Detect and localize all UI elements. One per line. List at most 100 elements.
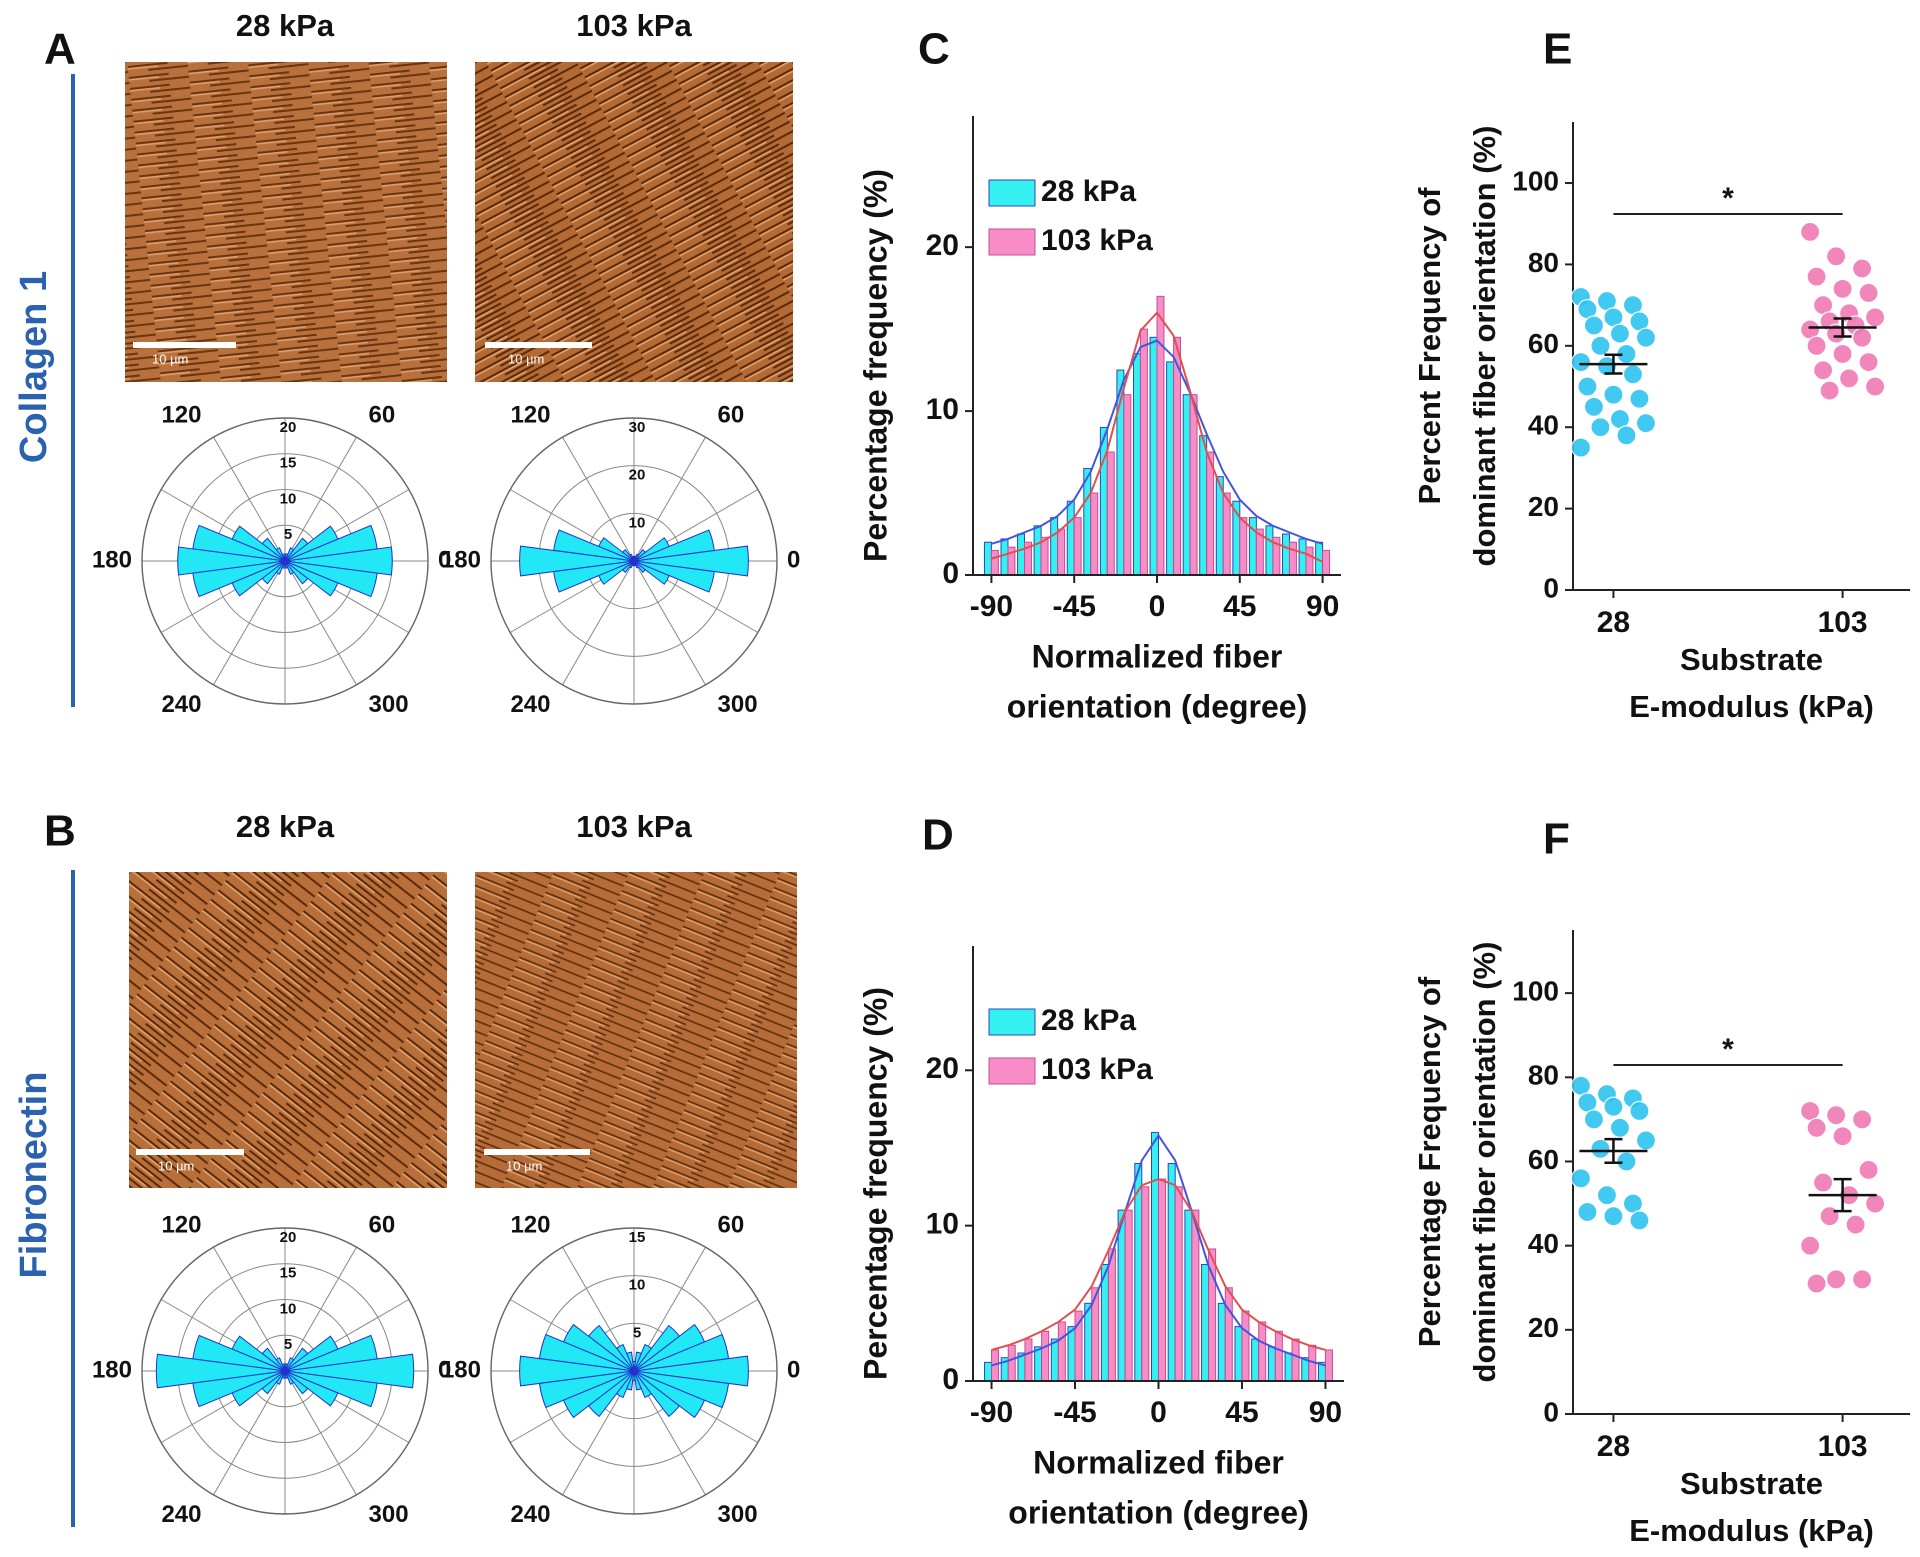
rose-petal	[626, 1370, 635, 1391]
outer-ring	[141, 417, 429, 705]
bar	[1149, 336, 1158, 576]
rose-petal	[261, 560, 286, 585]
bar	[1073, 517, 1082, 576]
row-label: Fibronectin	[13, 1072, 55, 1279]
bar	[1139, 328, 1148, 576]
rose-petal	[633, 545, 749, 577]
data-point	[1577, 1201, 1598, 1223]
theta-label: 240	[510, 691, 550, 718]
bar	[1117, 1209, 1126, 1382]
x-tick-label: -45	[1053, 1396, 1096, 1429]
data-point	[1858, 282, 1879, 304]
rose-petal	[177, 546, 286, 576]
data-point	[1616, 1151, 1637, 1172]
scale-bar-label: 10 µm	[152, 351, 188, 366]
outer-ring	[141, 1227, 429, 1515]
legend-label: 103 kPa	[1041, 1053, 1153, 1086]
bar	[1150, 1131, 1160, 1382]
theta-label: 60	[718, 402, 745, 429]
scale-bar-label: 10 µm	[508, 351, 544, 366]
data-point	[1577, 376, 1598, 397]
data-point	[1832, 278, 1853, 299]
micrograph: 10 µm	[125, 62, 447, 382]
rose-petal	[284, 1357, 295, 1372]
bar	[1258, 1321, 1267, 1382]
chart-title: 103 kPa	[576, 8, 692, 43]
rose-petal	[633, 1323, 706, 1372]
spoke	[562, 560, 635, 686]
data-point	[1635, 413, 1657, 434]
bar	[1041, 1330, 1050, 1382]
bar	[1024, 1338, 1033, 1382]
bar	[1166, 361, 1175, 576]
bar	[1083, 467, 1092, 576]
data-point	[1799, 1235, 1821, 1256]
bar	[1106, 451, 1115, 576]
theta-label: 0	[787, 1356, 800, 1383]
legend-swatch	[988, 1008, 1036, 1036]
data-point	[1583, 1109, 1605, 1130]
data-point	[1570, 352, 1592, 373]
x-tick-label: 103	[1818, 606, 1868, 639]
data-point	[1851, 1269, 1873, 1290]
x-tick-label: 103	[1818, 1430, 1868, 1463]
r-tick-label: 15	[280, 455, 297, 472]
r-tick-label: 5	[633, 1324, 641, 1341]
rose-petal	[261, 1370, 286, 1395]
bar	[1067, 1326, 1076, 1382]
fit-line	[991, 1133, 1326, 1367]
x-tick-label: 28	[1597, 1430, 1630, 1463]
bar	[1040, 536, 1049, 576]
data-point	[1845, 1214, 1866, 1235]
data-point	[1629, 1100, 1650, 1122]
y-tick-label: 20	[1528, 491, 1559, 522]
r-tick-label: 10	[280, 1300, 297, 1317]
rose-petal	[633, 1324, 681, 1372]
micrograph: 10 µm	[129, 872, 447, 1188]
y-axis-label: dominant fiber orientation (%)	[1467, 126, 1502, 567]
fit-line	[991, 339, 1323, 545]
rose-petal	[284, 525, 339, 562]
x-tick-label: 28	[1597, 606, 1630, 639]
y-tick-label: 40	[1528, 1228, 1559, 1259]
x-axis-label: orientation (degree)	[1008, 1494, 1308, 1530]
theta-label: 0	[787, 546, 800, 573]
data-point	[1819, 380, 1840, 401]
bar	[1241, 1310, 1250, 1382]
data-point	[1577, 1092, 1598, 1113]
data-point	[1825, 1105, 1847, 1126]
data-point	[1583, 396, 1605, 417]
data-point	[1806, 335, 1827, 356]
r-tick-label: 5	[284, 1336, 292, 1353]
rose-petal	[553, 560, 635, 593]
r-tick-label: 20	[280, 1229, 297, 1246]
y-tick-label: 0	[942, 557, 959, 590]
bar	[1124, 1209, 1133, 1382]
rose-petal	[562, 1370, 635, 1419]
r-tick-label: 30	[629, 419, 646, 436]
theta-label: 0	[438, 546, 451, 573]
theta-label: 180	[441, 546, 481, 573]
bar	[1084, 1302, 1093, 1382]
x-tick-label: 45	[1225, 1396, 1258, 1429]
bar	[1033, 525, 1042, 576]
data-point	[1832, 1126, 1853, 1147]
error-bar	[1604, 1137, 1623, 1164]
fit-line	[991, 1177, 1326, 1351]
x-tick-label: 45	[1223, 590, 1256, 623]
data-point	[1864, 307, 1886, 328]
rose-petal	[633, 529, 715, 562]
spoke	[633, 436, 706, 562]
y-tick-label: 60	[1528, 328, 1559, 359]
error-bar	[1833, 317, 1852, 338]
bar	[1141, 1186, 1150, 1382]
bar	[1239, 517, 1248, 576]
data-point	[1806, 266, 1827, 287]
theta-label: 120	[161, 402, 201, 429]
bar	[1251, 1338, 1260, 1382]
rose-petal	[519, 545, 635, 577]
data-point	[1858, 1159, 1879, 1180]
legend-swatch	[988, 179, 1036, 207]
data-point	[1570, 1075, 1592, 1096]
